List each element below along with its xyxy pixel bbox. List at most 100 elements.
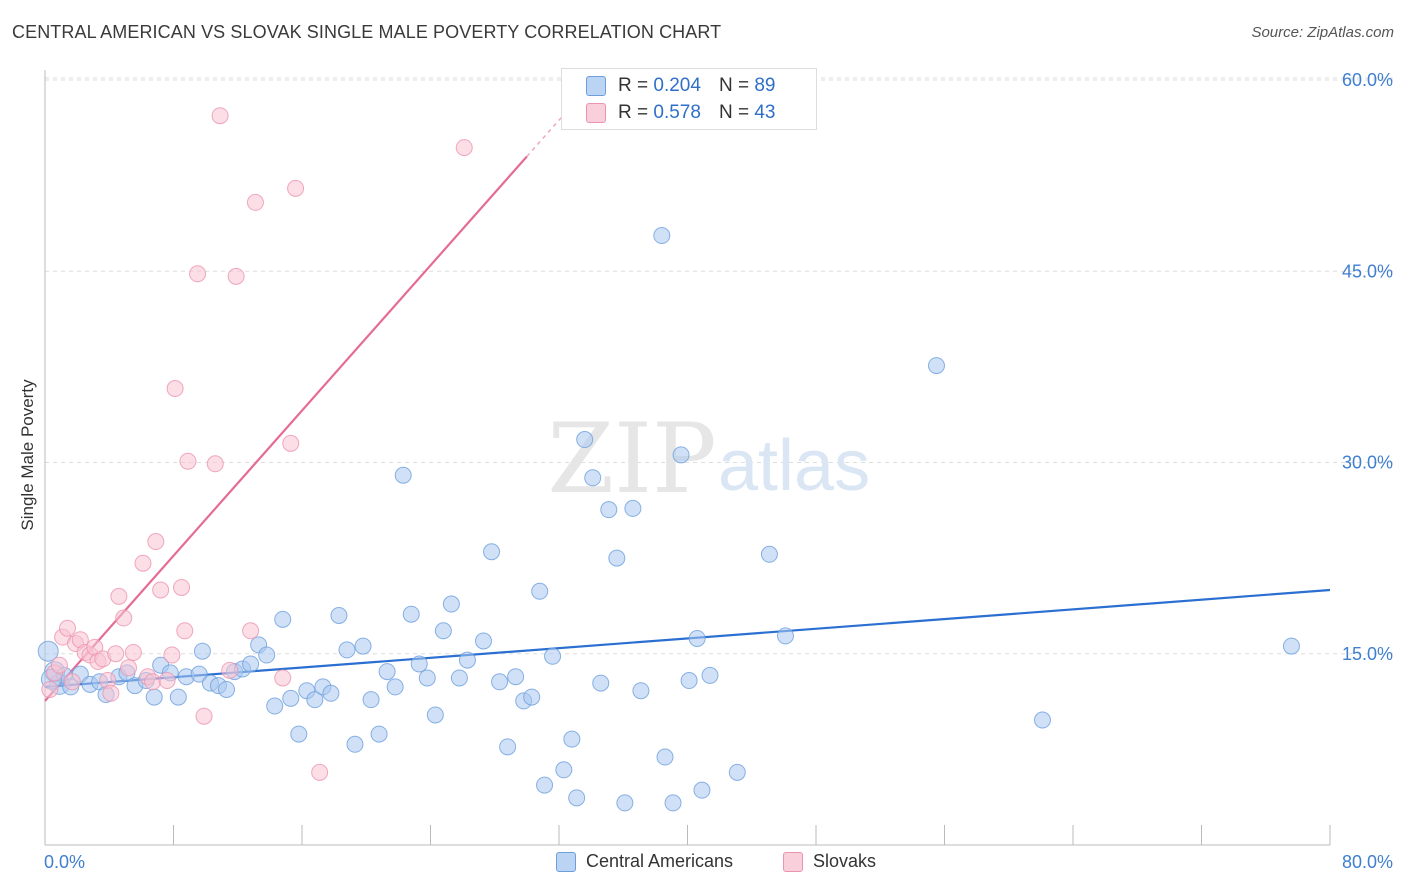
central-americans-point bbox=[568, 789, 586, 807]
central-americans-point bbox=[507, 668, 525, 686]
y-tick-label: 15.0% bbox=[1342, 644, 1393, 664]
source-label: Source: ZipAtlas.com bbox=[1251, 24, 1394, 41]
slovaks-point bbox=[455, 139, 473, 157]
chart-title: CENTRAL AMERICAN VS SLOVAK SINGLE MALE P… bbox=[12, 22, 722, 42]
central-americans-point bbox=[600, 501, 618, 519]
central-americans-point bbox=[491, 673, 509, 691]
slovaks-point bbox=[246, 193, 264, 211]
data-points bbox=[37, 107, 1300, 812]
central-americans-point bbox=[274, 610, 292, 628]
central-americans-point bbox=[354, 637, 372, 655]
central-americans-point bbox=[760, 545, 778, 563]
watermark-zip: ZIP bbox=[547, 403, 716, 515]
central-americans-point bbox=[499, 738, 517, 756]
legend-label: Central Americans bbox=[586, 851, 734, 871]
central-americans-point bbox=[346, 735, 364, 753]
central-americans-point bbox=[1282, 637, 1300, 655]
slovaks-point bbox=[274, 669, 292, 687]
central-americans-point bbox=[672, 446, 690, 464]
slovaks-point bbox=[206, 455, 224, 473]
central-americans-point bbox=[258, 646, 276, 664]
slovaks-point bbox=[120, 659, 138, 677]
central-americans-point bbox=[563, 730, 581, 748]
central-americans-point bbox=[688, 629, 706, 647]
central-americans-point bbox=[584, 469, 602, 487]
central-americans-point bbox=[426, 706, 444, 724]
legend-item-slovaks[interactable]: Slovaks bbox=[783, 851, 876, 872]
slovaks-point bbox=[115, 609, 133, 627]
slovaks-point bbox=[144, 673, 162, 691]
n-label: N = bbox=[718, 102, 750, 123]
central-americans-point bbox=[458, 651, 476, 669]
central-americans-point bbox=[592, 674, 610, 692]
stats-legend-row-pink: R = 0.578 N = 43 bbox=[586, 102, 775, 124]
slovaks-swatch bbox=[783, 851, 803, 872]
slovaks-point bbox=[134, 554, 152, 572]
central-americans-point bbox=[410, 655, 428, 673]
central-americans-point bbox=[632, 682, 650, 700]
axis-ticks: 0.0% 80.0% 15.0% 30.0% 45.0% 60.0% bbox=[44, 70, 1393, 872]
legend-item-central-americans[interactable]: Central Americans bbox=[556, 851, 733, 872]
central-americans-point bbox=[37, 640, 59, 662]
central-americans-point bbox=[576, 431, 594, 449]
central-americans-point bbox=[656, 748, 674, 766]
central-americans-point bbox=[370, 725, 388, 743]
watermark: ZIP atlas bbox=[547, 403, 870, 515]
stats-legend: R = 0.204 N = 89 R = 0.578 N = 43 bbox=[561, 68, 817, 130]
pink-swatch bbox=[586, 103, 606, 123]
slovaks-point bbox=[163, 646, 181, 664]
central-americans-point bbox=[1033, 711, 1051, 729]
central-americans-point bbox=[218, 680, 236, 698]
slovaks-point bbox=[242, 622, 260, 640]
central-americans-point bbox=[664, 794, 682, 812]
central-americans-point bbox=[616, 794, 634, 812]
slovaks-point bbox=[58, 619, 76, 637]
slovaks-point bbox=[173, 578, 191, 596]
central-americans-point bbox=[378, 663, 396, 681]
y-tick-label: 45.0% bbox=[1342, 261, 1393, 281]
r-value: 0.204 bbox=[653, 75, 701, 96]
series-legend: Central Americans Slovaks bbox=[0, 851, 1406, 877]
central-americans-point bbox=[483, 543, 501, 561]
central-americans-point bbox=[322, 684, 340, 702]
slovaks-point bbox=[166, 380, 184, 398]
slovaks-point bbox=[211, 107, 229, 125]
central-americans-point bbox=[442, 595, 460, 613]
central-americans-trend-line bbox=[44, 588, 1331, 688]
central-americans-point bbox=[624, 499, 642, 517]
central-americans-point bbox=[450, 669, 468, 687]
slovaks-point bbox=[189, 265, 207, 283]
y-axis-label: Single Male Poverty bbox=[18, 379, 37, 531]
slovaks-point bbox=[147, 533, 165, 551]
central-americans-point bbox=[776, 627, 794, 645]
central-americans-point bbox=[190, 665, 208, 683]
slovaks-point bbox=[227, 267, 245, 285]
r-label: R = bbox=[618, 102, 649, 123]
central-americans-point bbox=[282, 689, 300, 707]
central-americans-point bbox=[242, 655, 260, 673]
central-americans-point bbox=[418, 669, 436, 687]
central-americans-swatch bbox=[556, 851, 576, 872]
slovaks-point bbox=[179, 452, 197, 470]
slovaks-point bbox=[221, 661, 239, 679]
central-americans-point bbox=[266, 697, 284, 715]
n-value: 43 bbox=[754, 102, 776, 123]
slovaks-point bbox=[152, 581, 170, 599]
central-americans-point bbox=[653, 227, 671, 245]
slovaks-point bbox=[102, 684, 120, 702]
stats-legend-row-blue: R = 0.204 N = 89 bbox=[586, 75, 775, 97]
slovaks-point bbox=[63, 673, 81, 691]
watermark-atlas: atlas bbox=[718, 426, 870, 506]
slovaks-point bbox=[41, 680, 59, 698]
x-tick-label: 80.0% bbox=[1342, 852, 1393, 872]
central-americans-point bbox=[701, 666, 719, 684]
central-americans-point bbox=[330, 607, 348, 624]
y-tick-label: 30.0% bbox=[1342, 453, 1393, 473]
blue-swatch bbox=[586, 76, 606, 96]
central-americans-point bbox=[193, 642, 211, 660]
central-americans-point bbox=[306, 691, 324, 709]
central-americans-point bbox=[394, 466, 412, 484]
central-americans-point bbox=[475, 632, 493, 650]
n-value: 89 bbox=[754, 75, 776, 96]
